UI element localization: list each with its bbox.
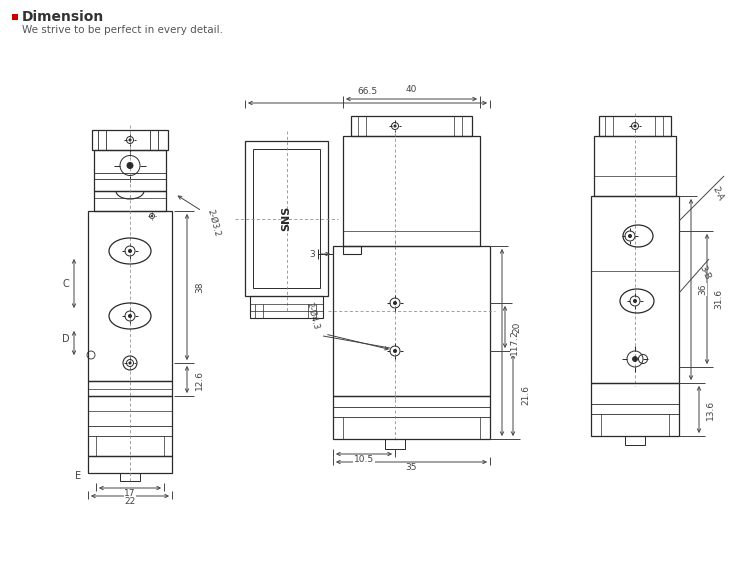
Text: We strive to be perfect in every detail.: We strive to be perfect in every detail. xyxy=(22,25,223,35)
Bar xyxy=(88,396,172,456)
Text: E: E xyxy=(75,471,81,481)
Bar xyxy=(250,296,323,318)
Text: 13.6: 13.6 xyxy=(706,400,715,419)
Circle shape xyxy=(129,139,131,141)
Bar xyxy=(94,191,166,211)
Circle shape xyxy=(129,362,131,364)
Circle shape xyxy=(394,350,397,353)
Text: 3-B: 3-B xyxy=(697,264,712,282)
Circle shape xyxy=(128,249,131,253)
Circle shape xyxy=(128,314,131,317)
Bar xyxy=(385,439,405,449)
Text: 2-Ø4.3: 2-Ø4.3 xyxy=(305,302,321,331)
Text: 12.6: 12.6 xyxy=(195,370,204,389)
Circle shape xyxy=(152,215,153,217)
Text: SNS: SNS xyxy=(281,206,292,231)
Bar xyxy=(333,246,490,396)
Bar xyxy=(88,211,172,381)
Bar xyxy=(591,383,679,436)
Bar xyxy=(12,14,18,20)
Text: 117.2: 117.2 xyxy=(510,329,519,356)
Circle shape xyxy=(127,163,133,168)
Circle shape xyxy=(394,125,396,127)
Text: 22: 22 xyxy=(124,497,136,506)
Text: 2-A: 2-A xyxy=(711,185,725,203)
Circle shape xyxy=(394,302,397,304)
Text: 66.5: 66.5 xyxy=(358,87,377,96)
Circle shape xyxy=(628,235,632,238)
Text: 36: 36 xyxy=(698,284,707,295)
Text: D: D xyxy=(62,335,70,345)
Bar xyxy=(343,246,361,254)
Bar xyxy=(343,136,480,246)
Text: 21.6: 21.6 xyxy=(521,385,530,405)
Bar xyxy=(88,456,172,473)
Bar xyxy=(92,130,168,150)
Text: 35: 35 xyxy=(406,463,417,472)
Text: 17: 17 xyxy=(124,489,136,498)
Circle shape xyxy=(634,125,636,127)
Bar xyxy=(253,149,320,288)
Bar xyxy=(625,436,645,445)
Text: 38: 38 xyxy=(195,281,204,293)
Text: 2-Ø3.2: 2-Ø3.2 xyxy=(206,208,222,238)
Bar xyxy=(351,116,472,136)
Text: 20: 20 xyxy=(512,321,521,333)
Text: Dimension: Dimension xyxy=(22,10,104,24)
Text: 10.5: 10.5 xyxy=(354,455,374,464)
Bar xyxy=(594,136,676,196)
Circle shape xyxy=(632,357,638,361)
Bar xyxy=(120,473,140,481)
Circle shape xyxy=(634,299,637,303)
Bar xyxy=(94,150,166,191)
Bar xyxy=(591,196,679,383)
Text: C: C xyxy=(63,278,70,289)
Text: 40: 40 xyxy=(406,85,417,94)
Text: 31.6: 31.6 xyxy=(714,289,723,309)
Bar xyxy=(245,141,328,296)
Bar xyxy=(333,396,490,439)
Bar xyxy=(599,116,671,136)
Text: 3: 3 xyxy=(309,249,315,259)
Bar xyxy=(88,381,172,396)
